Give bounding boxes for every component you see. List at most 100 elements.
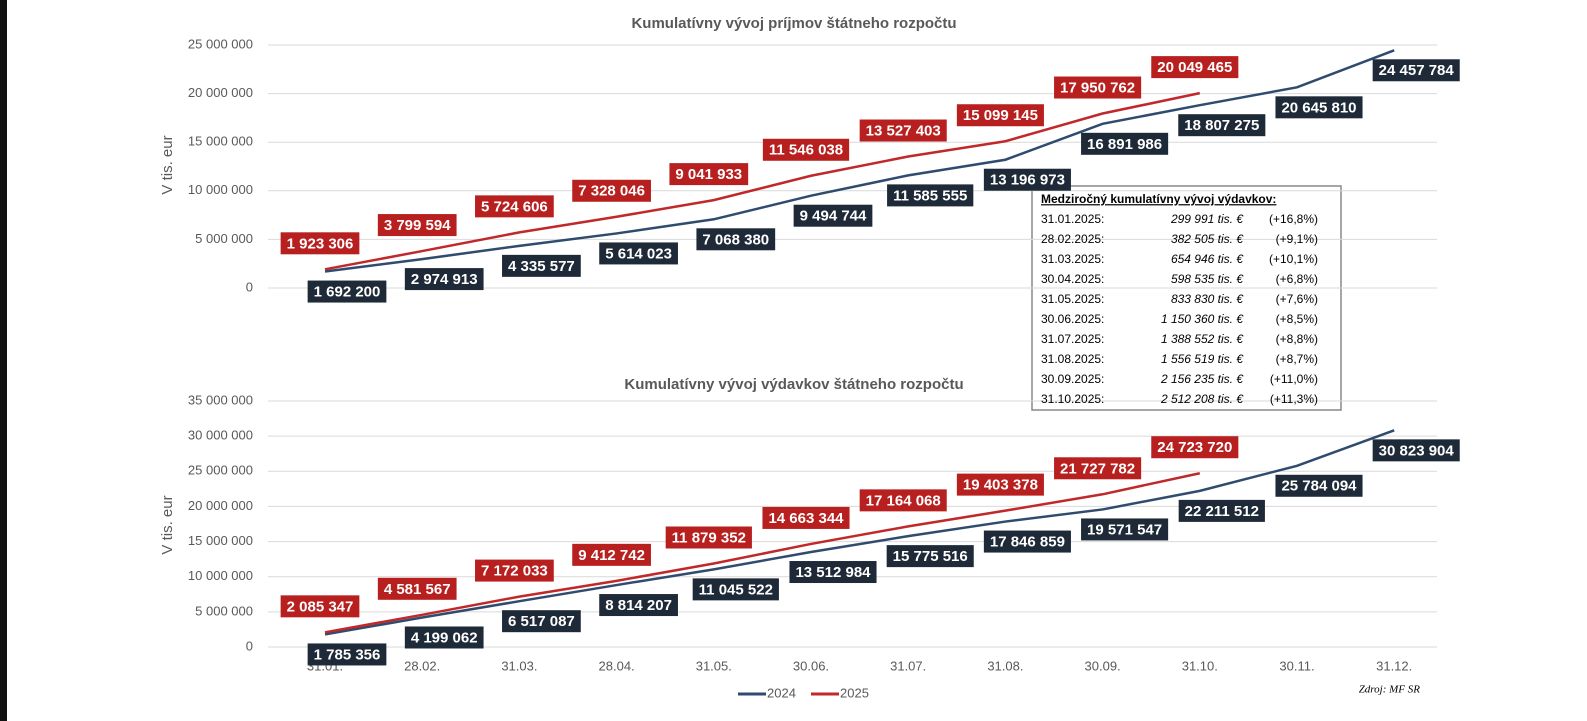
value-label: 7 328 046: [578, 183, 645, 200]
value-label-box: [404, 626, 484, 649]
value-label-box: [377, 577, 457, 600]
x-tick-label: 28.02.: [404, 658, 440, 673]
inset-change: (+7,6%): [1276, 292, 1318, 306]
value-label-box: [859, 119, 947, 142]
value-label: 14 663 344: [768, 510, 844, 527]
inset-date: 30.06.2025:: [1041, 312, 1104, 326]
value-label-box: [793, 204, 873, 227]
value-label-box: [280, 232, 360, 255]
legend-label: 2025: [840, 685, 869, 700]
inset-change: (+8,8%): [1276, 332, 1318, 346]
value-label: 9 412 742: [578, 547, 645, 564]
value-label: 1 923 306: [287, 235, 354, 252]
value-label-box: [669, 163, 749, 186]
value-label: 2 974 913: [411, 271, 478, 288]
value-label-box: [692, 578, 779, 601]
value-label: 13 527 403: [866, 122, 941, 139]
inset-date: 31.01.2025:: [1041, 212, 1104, 226]
value-label: 4 199 062: [411, 629, 478, 646]
value-label-box: [1275, 474, 1363, 497]
value-label-box: [956, 104, 1044, 127]
value-label: 25 784 094: [1281, 478, 1357, 495]
inset-amount: 1 388 552 tis. €: [1161, 332, 1244, 346]
x-tick-label: 31.08.: [987, 658, 1023, 673]
source: Zdroj: MF SR: [1359, 684, 1421, 696]
inset-amount: 2 156 235 tis. €: [1160, 372, 1244, 386]
value-label: 7 068 380: [702, 231, 769, 248]
x-tick-label: 31.07.: [890, 658, 926, 673]
inset-date: 31.05.2025:: [1041, 292, 1104, 306]
value-label: 11 879 352: [672, 529, 746, 546]
value-label: 1 785 356: [314, 646, 381, 663]
value-label-box: [762, 506, 850, 529]
value-label-box: [599, 242, 678, 265]
inset-change: (+8,7%): [1276, 352, 1318, 366]
inset-change: (+9,1%): [1276, 232, 1318, 246]
x-tick-label: 31.03.: [501, 658, 537, 673]
inset-change: (+11,0%): [1270, 372, 1318, 386]
value-label: 30 823 904: [1379, 442, 1455, 459]
value-label: 9 041 933: [675, 166, 742, 183]
value-label-box: [762, 138, 850, 161]
x-tick-label: 30.09.: [1085, 658, 1121, 673]
value-label: 17 846 859: [990, 534, 1065, 551]
value-label: 5 614 023: [605, 245, 672, 262]
value-label: 1 692 200: [314, 284, 381, 301]
value-label-box: [1054, 457, 1142, 480]
value-label-box: [572, 179, 651, 202]
value-label: 11 045 522: [699, 581, 773, 598]
value-label-box: [377, 214, 457, 237]
value-label-box: [502, 254, 581, 277]
chart-title: Kumulatívny vývoj výdavkov štátneho rozp…: [624, 376, 963, 393]
value-label: 21 727 782: [1060, 460, 1135, 477]
value-label-box: [1081, 132, 1169, 155]
y-axis-label: V tis. eur: [159, 495, 176, 554]
value-label: 13 512 984: [795, 564, 871, 581]
chart-title: Kumulatívny vývoj príjmov štátneho rozpo…: [631, 15, 956, 32]
value-label: 18 807 275: [1184, 117, 1259, 134]
value-label: 13 196 973: [990, 172, 1065, 189]
inset-change: (+8,5%): [1276, 312, 1318, 326]
value-label-box: [404, 268, 484, 291]
value-label: 17 164 068: [866, 492, 941, 509]
series-line: [324, 49, 1395, 273]
inset-amount: 1 556 519 tis. €: [1161, 352, 1244, 366]
inset-box: [1031, 185, 1342, 411]
x-tick-label: 31.05.: [696, 658, 732, 673]
value-label: 24 723 720: [1157, 439, 1232, 456]
value-label-box: [1178, 499, 1265, 522]
value-label-box: [572, 543, 651, 566]
value-label-box: [475, 195, 554, 218]
inset-amount: 382 505 tis. €: [1171, 232, 1244, 246]
value-label-box: [1275, 96, 1363, 119]
value-label: 20 645 810: [1281, 99, 1356, 116]
x-tick-label: 30.06.: [793, 658, 829, 673]
inset-amount: 598 535 tis. €: [1171, 272, 1244, 286]
y-tick-label: 10 000 000: [188, 182, 253, 197]
inset-title: Medziročný kumulatívny vývoj výdavkov:: [1041, 192, 1276, 206]
value-label-box: [789, 561, 877, 584]
value-label-box: [696, 228, 776, 251]
value-label: 2 085 347: [287, 598, 354, 615]
y-tick-label: 5 000 000: [195, 231, 253, 246]
value-label-box: [1054, 76, 1142, 99]
y-tick-label: 20 000 000: [188, 85, 253, 100]
inset-date: 31.10.2025:: [1041, 392, 1104, 406]
value-label: 4 581 567: [384, 581, 451, 598]
value-label-box: [887, 184, 974, 207]
value-label-box: [983, 530, 1071, 553]
value-label: 3 799 594: [384, 217, 451, 234]
value-label: 7 172 033: [481, 563, 548, 580]
value-label: 11 585 555: [893, 187, 967, 204]
value-label-box: [475, 559, 554, 582]
value-label: 22 211 512: [1185, 503, 1259, 520]
left-border: [0, 0, 7, 721]
value-label-box: [1151, 436, 1239, 459]
value-label-box: [1372, 59, 1460, 82]
value-label: 11 546 038: [769, 142, 843, 159]
value-label: 15 099 145: [963, 107, 1038, 124]
inset-date: 30.04.2025:: [1041, 272, 1104, 286]
inset-amount: 1 150 360 tis. €: [1161, 312, 1244, 326]
